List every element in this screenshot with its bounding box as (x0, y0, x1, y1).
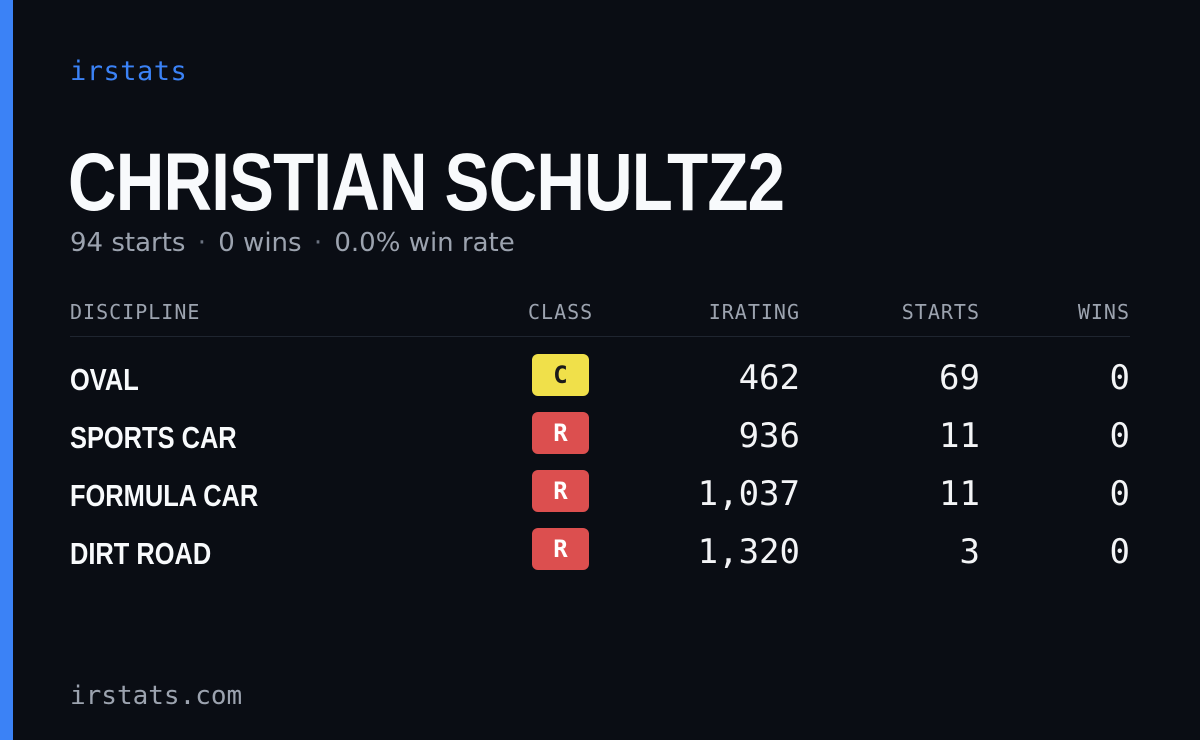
discipline-table: OVAL C 462 69 0 SPORTS CAR R 936 11 0 FO… (70, 350, 1130, 582)
accent-bar (0, 0, 13, 740)
irating-value: 462 (738, 358, 800, 398)
starts-count: 94 starts (70, 228, 186, 258)
wins-value: 0 (1109, 532, 1130, 572)
discipline-label: FORMULA CAR (70, 478, 259, 513)
driver-name: CHRISTIAN SCHULTZ2 (68, 137, 785, 228)
starts-value: 69 (939, 358, 980, 398)
discipline-label: OVAL (70, 362, 139, 397)
starts-value: 11 (939, 416, 980, 456)
irating-value: 1,320 (697, 532, 800, 572)
header-class: CLASS (528, 300, 594, 324)
license-class-badge: R (532, 412, 589, 454)
irating-value: 1,037 (697, 474, 800, 514)
table-row: DIRT ROAD R 1,320 3 0 (70, 524, 1130, 582)
license-class-badge: C (532, 354, 589, 396)
header-divider (70, 336, 1130, 337)
header-wins: WINS (1077, 300, 1130, 324)
starts-value: 3 (959, 532, 980, 572)
table-row: FORMULA CAR R 1,037 11 0 (70, 466, 1130, 524)
win-rate: 0.0% win rate (334, 228, 515, 258)
discipline-label: SPORTS CAR (70, 420, 237, 455)
header-starts: STARTS (901, 300, 980, 324)
wins-value: 0 (1109, 358, 1130, 398)
footer-url[interactable]: irstats.com (70, 681, 243, 711)
starts-value: 11 (939, 474, 980, 514)
wins-value: 0 (1109, 474, 1130, 514)
header-irating: IRATING (708, 300, 800, 324)
separator: · (197, 228, 206, 258)
irating-value: 936 (738, 416, 800, 456)
header-discipline: DISCIPLINE (70, 300, 201, 324)
license-class-badge: R (532, 528, 589, 570)
wins-value: 0 (1109, 416, 1130, 456)
table-row: OVAL C 462 69 0 (70, 350, 1130, 408)
table-row: SPORTS CAR R 936 11 0 (70, 408, 1130, 466)
wins-count: 0 wins (218, 228, 302, 258)
discipline-label: DIRT ROAD (70, 536, 212, 571)
driver-summary: 94 starts · 0 wins · 0.0% win rate (70, 228, 515, 258)
separator: · (313, 228, 323, 258)
license-class-badge: R (532, 470, 589, 512)
table-header: DISCIPLINE CLASS IRATING STARTS WINS (70, 300, 1130, 326)
brand-logo[interactable]: irstats (70, 56, 188, 87)
